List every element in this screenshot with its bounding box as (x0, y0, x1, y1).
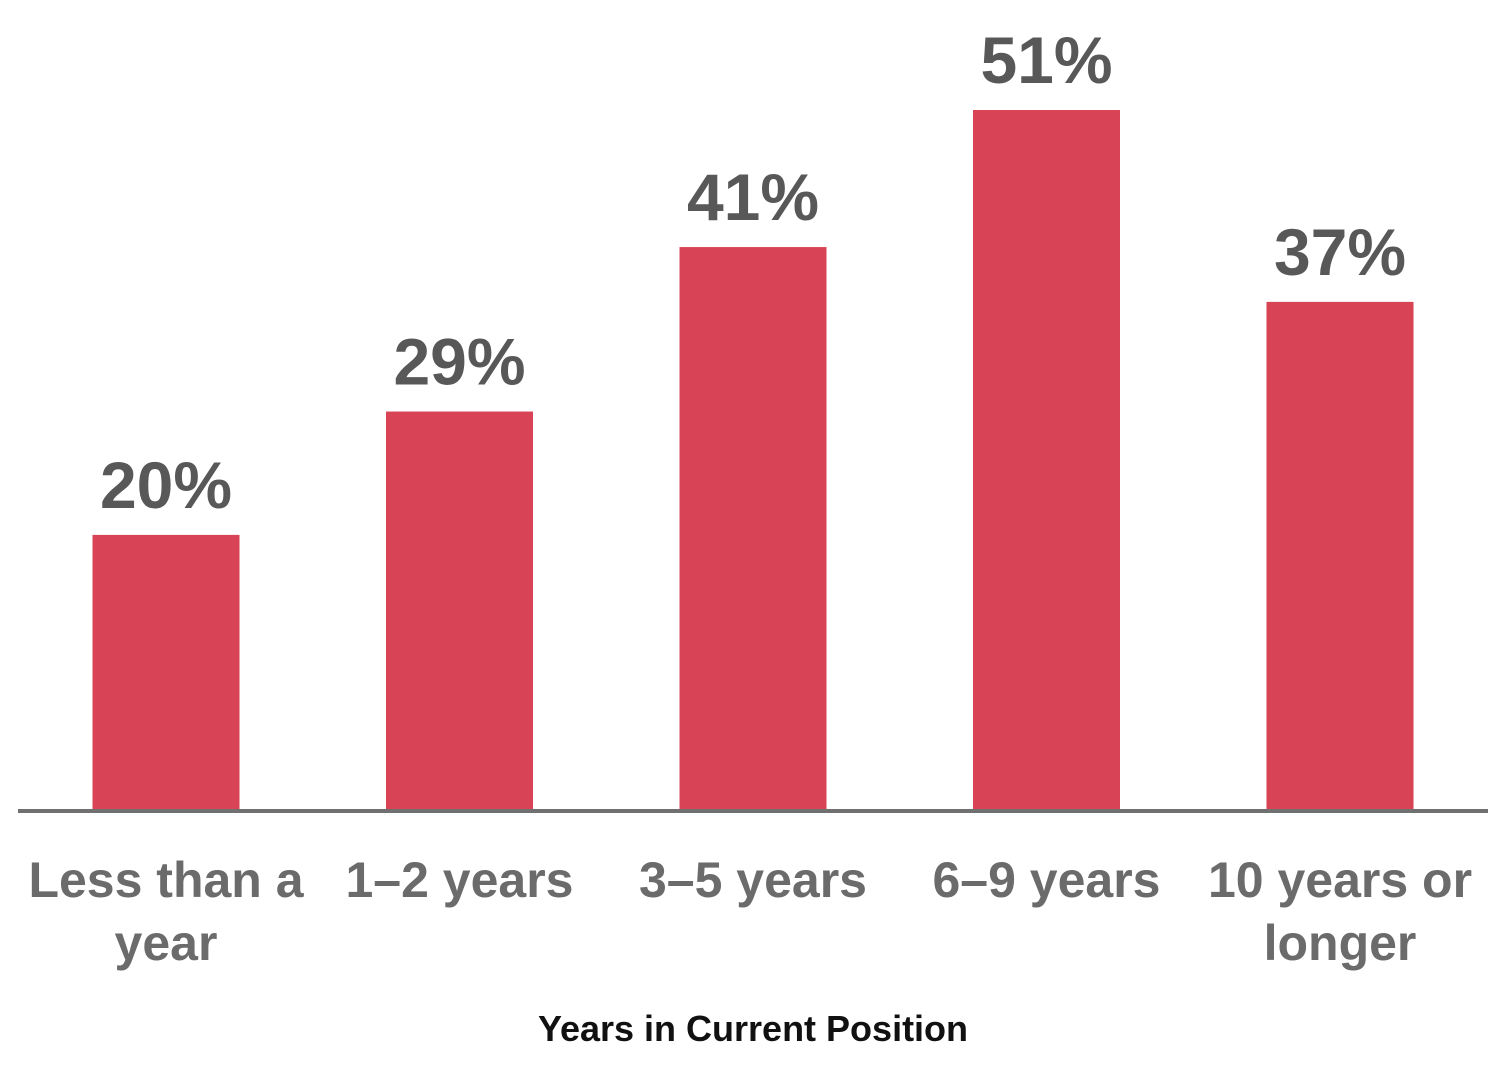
bars-group (92, 110, 1414, 809)
bar-5 (1266, 301, 1414, 809)
x-tick-label-3: 3–5 years (639, 852, 867, 908)
bar-4 (973, 110, 1120, 809)
data-label-5: 37% (1274, 215, 1406, 289)
bar-3 (679, 247, 827, 809)
x-tick-label-1-line-2: year (115, 915, 218, 971)
x-tick-label-1-line-1: Less than a (28, 852, 304, 908)
data-label-4: 51% (980, 23, 1112, 97)
x-tick-label-2: 1–2 years (345, 852, 573, 908)
data-label-2: 29% (393, 325, 525, 399)
bar-1 (92, 534, 240, 809)
bar-2 (386, 411, 533, 809)
data-label-3: 41% (687, 160, 819, 234)
x-tick-labels-group: Less than a year 1–2 years 3–5 years 6–9 yea… (28, 852, 1472, 971)
x-tick-label-5-line-1: 10 years or (1208, 852, 1472, 908)
x-tick-label-5-line-2: longer (1264, 915, 1417, 971)
value-labels-group: 20% 29% 41% 51% 37% (100, 23, 1406, 522)
x-axis-title: Years in Current Position (538, 1008, 968, 1049)
data-label-1: 20% (100, 448, 232, 522)
x-tick-label-4: 6–9 years (932, 852, 1160, 908)
